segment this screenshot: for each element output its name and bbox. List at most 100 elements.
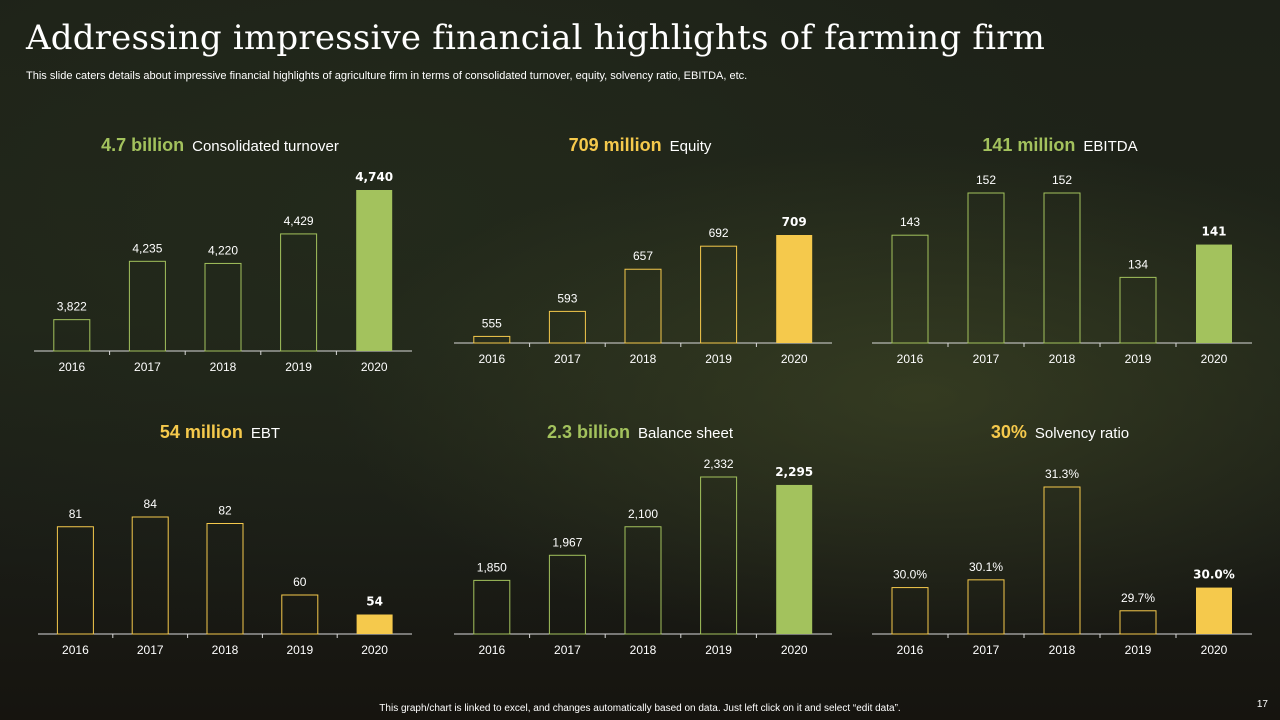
bar-2018[interactable] (1043, 486, 1081, 635)
bar-2020[interactable] (776, 235, 813, 343)
bar-2016[interactable] (891, 234, 929, 344)
data-label: 3,822 (57, 300, 87, 314)
x-tick-label: 2018 (1049, 352, 1076, 366)
x-tick-label: 2019 (705, 352, 732, 366)
headline-value: 54 million (160, 422, 243, 442)
x-tick-label: 2020 (781, 352, 808, 366)
data-label: 2,100 (628, 507, 658, 521)
headline-label: EBT (251, 425, 280, 442)
bar-2017[interactable] (548, 554, 586, 635)
headline-value: 2.3 billion (547, 422, 630, 442)
x-tick-label: 2016 (478, 352, 505, 366)
x-tick-label: 2019 (285, 360, 312, 374)
data-label: 4,235 (132, 241, 162, 255)
x-tick-label: 2019 (1125, 643, 1152, 657)
bar-2017[interactable] (131, 516, 169, 635)
headline-label: EBITDA (1083, 138, 1137, 155)
x-tick-label: 2020 (1201, 643, 1228, 657)
bar-2019[interactable] (700, 476, 738, 635)
data-label: 4,429 (284, 214, 314, 228)
data-label: 152 (1052, 173, 1072, 187)
data-label: 4,220 (208, 243, 238, 257)
data-label: 657 (633, 249, 653, 263)
headline-value: 30% (991, 422, 1027, 442)
bar-2016[interactable] (891, 587, 929, 635)
bar-2016[interactable] (53, 319, 91, 352)
bar-2018[interactable] (1043, 192, 1081, 344)
bar-2016[interactable] (473, 335, 511, 344)
data-label: 134 (1128, 257, 1148, 271)
data-label: 30.0% (893, 568, 927, 582)
bar-2020[interactable] (776, 484, 813, 634)
bar-2017[interactable] (128, 260, 166, 352)
x-tick-label: 2018 (210, 360, 237, 374)
data-label: 2,295 (775, 465, 813, 479)
x-tick-label: 2018 (630, 643, 657, 657)
data-label: 60 (293, 575, 307, 589)
bar-2018[interactable] (206, 523, 244, 635)
chart-headline: 2.3 billion Balance sheet (547, 422, 734, 442)
data-label: 4,740 (355, 170, 393, 184)
bar-2020[interactable] (356, 190, 393, 351)
data-label: 30.1% (969, 560, 1003, 574)
chart-headline: 709 million Equity (569, 135, 712, 155)
data-label: 82 (218, 504, 232, 518)
x-tick-label: 2019 (1125, 352, 1152, 366)
data-label: 81 (69, 507, 83, 521)
headline-value: 709 million (569, 135, 662, 155)
chart-headline: 54 million EBT (160, 422, 280, 442)
page-number: 17 (1256, 699, 1268, 710)
footer-note: This graph/chart is linked to excel, and… (379, 703, 901, 714)
bar-2019[interactable] (700, 245, 738, 344)
bar-2019[interactable] (1119, 610, 1157, 635)
bar-2019[interactable] (280, 233, 318, 352)
data-label: 2,332 (704, 457, 734, 471)
data-label: 555 (482, 316, 502, 330)
bar-2018[interactable] (624, 268, 662, 344)
data-label: 30.0% (1193, 568, 1235, 582)
data-label: 152 (976, 173, 996, 187)
data-label: 31.3% (1045, 467, 1079, 481)
chart-headline: 141 million EBITDA (982, 135, 1137, 155)
x-tick-label: 2017 (134, 360, 161, 374)
bar-2019[interactable] (1119, 276, 1157, 344)
x-tick-label: 2018 (1049, 643, 1076, 657)
x-tick-label: 2016 (897, 352, 924, 366)
data-label: 141 (1201, 225, 1226, 239)
x-tick-label: 2020 (1201, 352, 1228, 366)
headline-label: Equity (670, 138, 712, 155)
bar-2016[interactable] (56, 526, 94, 635)
data-label: 692 (709, 226, 729, 240)
slide-subtitle: This slide caters details about impressi… (26, 70, 748, 82)
data-label: 1,967 (552, 535, 582, 549)
x-tick-label: 2016 (58, 360, 85, 374)
data-label: 593 (557, 291, 577, 305)
x-tick-label: 2020 (781, 643, 808, 657)
data-label: 1,850 (477, 560, 507, 574)
headline-label: Balance sheet (638, 425, 734, 442)
bar-2018[interactable] (204, 262, 242, 352)
data-label: 84 (144, 497, 158, 511)
bar-2016[interactable] (473, 579, 511, 635)
slide-title: Addressing impressive financial highligh… (26, 18, 1046, 58)
x-tick-label: 2018 (630, 352, 657, 366)
x-tick-label: 2017 (973, 352, 1000, 366)
x-tick-label: 2018 (212, 643, 239, 657)
bar-2018[interactable] (624, 526, 662, 635)
data-label: 29.7% (1121, 591, 1155, 605)
x-tick-label: 2017 (973, 643, 1000, 657)
x-tick-label: 2020 (361, 643, 388, 657)
bar-2019[interactable] (281, 594, 319, 635)
bar-2017[interactable] (967, 579, 1005, 635)
x-tick-label: 2019 (705, 643, 732, 657)
bar-2020[interactable] (356, 614, 393, 635)
bar-2020[interactable] (1196, 587, 1232, 634)
x-tick-label: 2016 (897, 643, 924, 657)
x-tick-label: 2017 (137, 643, 164, 657)
bar-2020[interactable] (1196, 244, 1232, 343)
bar-2017[interactable] (967, 192, 1005, 344)
data-label: 143 (900, 215, 920, 229)
headline-value: 141 million (982, 135, 1075, 155)
bar-2017[interactable] (548, 310, 586, 344)
